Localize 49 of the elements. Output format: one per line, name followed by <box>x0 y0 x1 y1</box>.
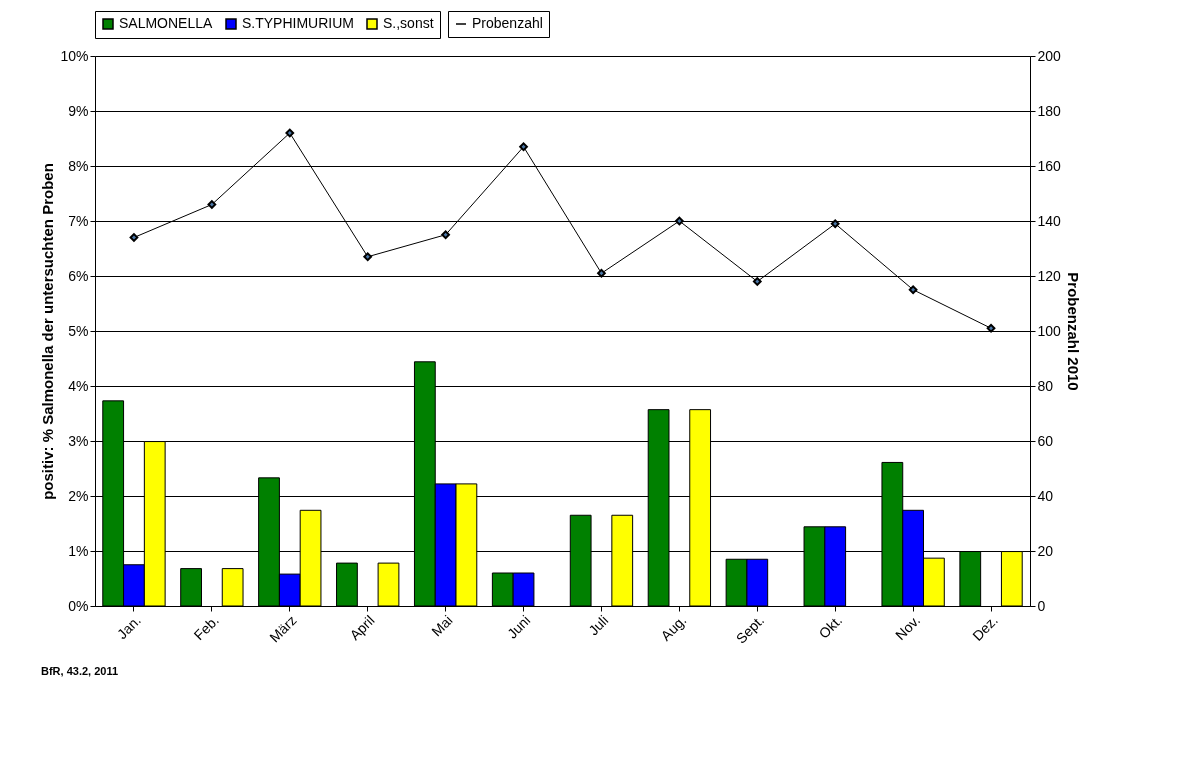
point <box>752 277 762 286</box>
legend-label: SALMONELLA <box>119 15 214 31</box>
point <box>285 128 295 138</box>
y2-tick-label: 0 <box>1037 597 1046 614</box>
x-tick-label: Dez. <box>969 612 1001 644</box>
x-tick-label: Aug. <box>657 612 690 644</box>
x-tick-label: Nov. <box>892 612 924 644</box>
x-tick-label: Jan. <box>113 612 144 643</box>
y2-tick-label: 100 <box>1037 322 1062 339</box>
y-tick-label: 4% <box>68 377 89 394</box>
text: BfR, 43.2, 2011 <box>40 665 119 678</box>
x-tick-label: Okt. <box>815 612 846 642</box>
y2-tick-label: 20 <box>1037 542 1054 559</box>
y2-tick-label: 200 <box>1037 47 1062 64</box>
y2-tick-label: 80 <box>1037 377 1054 394</box>
y-tick-label: 10% <box>60 47 89 64</box>
y-tick-label: 1% <box>68 542 89 559</box>
y-tick-label: 3% <box>68 432 89 449</box>
point <box>986 323 996 333</box>
point <box>908 285 918 295</box>
point <box>519 142 528 152</box>
y-tick-label: 9% <box>68 102 89 119</box>
y2-tick-label: 60 <box>1037 432 1054 449</box>
y-tick-label: 5% <box>68 322 89 339</box>
y2-axis-title: Probenzahl 2010 <box>1064 272 1082 391</box>
y-tick-label: 2% <box>68 487 89 504</box>
y-tick-label: 0% <box>68 597 89 614</box>
y2-tick-label: 180 <box>1037 102 1062 119</box>
y-tick-label: 7% <box>68 212 89 229</box>
point <box>363 252 373 262</box>
point <box>441 230 450 240</box>
y-tick-label: 6% <box>68 267 89 284</box>
point <box>830 219 840 229</box>
y2-tick-label: 120 <box>1037 267 1062 284</box>
y2-tick-label: 140 <box>1037 212 1062 229</box>
y2-tick-label: 40 <box>1037 487 1054 504</box>
y-axis-title: positiv: % Salmonella der untersuchten Proben <box>39 163 57 500</box>
x-tick-label: Feb. <box>190 612 222 644</box>
legend-label: S.,sonst <box>383 15 434 31</box>
x-tick-label: Mai <box>428 612 456 640</box>
legend-label: Probenzahl <box>472 15 543 31</box>
point <box>129 233 139 242</box>
y2-tick-label: 160 <box>1037 157 1062 174</box>
y-tick-label: 8% <box>68 157 89 174</box>
point <box>597 268 606 278</box>
legend-label: S.TYPHIMURIUM <box>242 15 354 31</box>
x-tick-label: Juli <box>585 612 612 639</box>
point <box>207 200 217 209</box>
point <box>675 216 684 226</box>
